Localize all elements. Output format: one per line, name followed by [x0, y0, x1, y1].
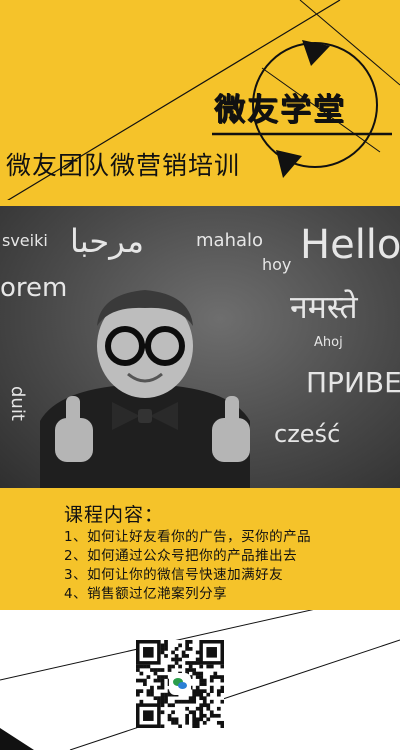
chalk-word: Ahoj	[314, 335, 343, 350]
qr-code-icon	[136, 640, 225, 729]
chalk-word: mahalo	[196, 230, 263, 251]
child-figure	[40, 290, 250, 488]
triangle-icon	[302, 40, 330, 66]
course-section: 课程内容： 1、如何让好友看你的广告，买你的产品 2、如何通过公众号把你的产品推…	[0, 488, 400, 610]
qr-code[interactable]	[136, 640, 225, 729]
chalk-word: नमस्ते	[290, 288, 358, 326]
list-item: 3、如何让你的微信号快速加满好友	[64, 567, 284, 583]
chalk-word: Hello	[300, 222, 400, 268]
chalkboard-photo: Hello mahalo hoy sveiki orem नमस्ते ПРИВ…	[0, 206, 400, 488]
brand-title: 微友学堂	[214, 92, 346, 128]
chalk-word: sveiki	[2, 231, 48, 250]
wechat-logo-icon	[171, 675, 189, 693]
triangle-icon	[276, 150, 302, 178]
course-list: 1、如何让好友看你的广告，买你的产品 2、如何通过公众号把你的产品推出去 3、如…	[64, 528, 311, 604]
list-item: 1、如何让好友看你的广告，买你的产品	[64, 529, 312, 545]
footer-section	[0, 610, 400, 750]
chalk-word: ПРИВЕ	[306, 366, 400, 399]
chalkboard-illustration: Hello mahalo hoy sveiki orem नमस्ते ПРИВ…	[0, 222, 400, 488]
list-item: 2、如何通过公众号把你的产品推出去	[64, 548, 298, 564]
chalk-word: مرحبا	[70, 222, 144, 260]
list-item: 4、销售额过亿滟案列分享	[64, 586, 228, 602]
course-title: 课程内容：	[64, 504, 165, 526]
decorative-lines	[7, 0, 400, 200]
decorative-lines	[0, 610, 400, 750]
chalk-word: duit	[7, 386, 28, 421]
chalk-word: cześć	[274, 420, 340, 448]
triangle-icon	[0, 728, 34, 750]
chalk-word: orem	[0, 273, 67, 303]
page-subtitle: 微友团队微营销培训	[6, 151, 241, 180]
chalk-word: hoy	[262, 255, 291, 274]
